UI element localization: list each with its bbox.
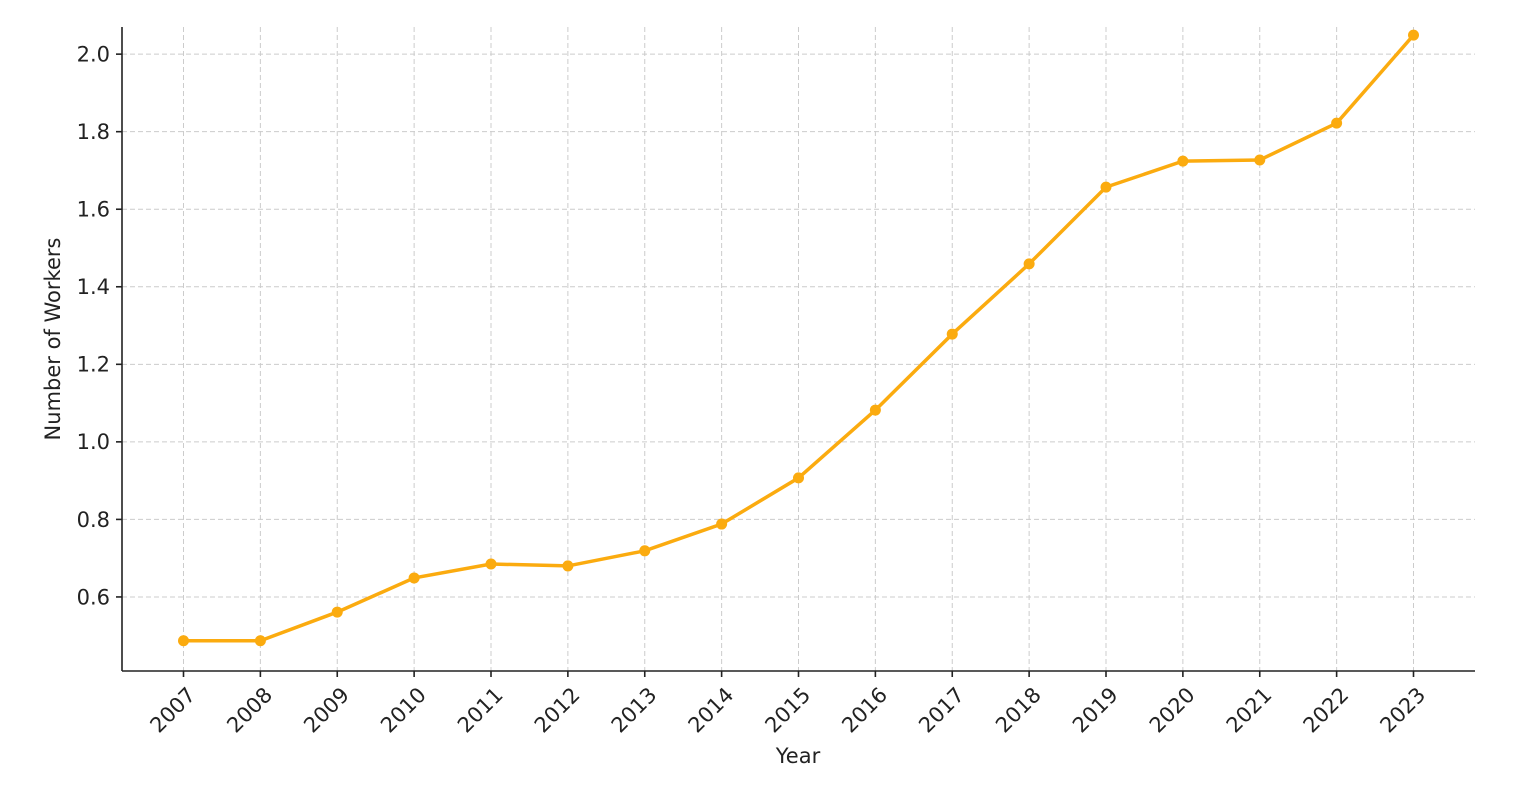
x-tick-label: 2009 (299, 683, 354, 738)
point (639, 545, 651, 557)
x-tick-label: 2020 (1145, 683, 1200, 738)
x-tick-label: 2013 (607, 683, 662, 738)
point (254, 635, 266, 647)
x-tick-label: 2022 (1299, 683, 1354, 738)
x-axis-label: Year (775, 744, 821, 768)
x-tick-label: 2010 (376, 683, 431, 738)
point (1408, 29, 1419, 41)
y-tick-label: 0.8 (77, 508, 110, 532)
point (1023, 258, 1035, 270)
x-tick-label: 2012 (530, 683, 585, 738)
y-tick-label: 2.0 (77, 42, 110, 66)
x-tick-label: 2021 (1222, 683, 1277, 738)
x-tick-label: 2016 (837, 683, 892, 738)
point (562, 560, 574, 572)
point (408, 572, 420, 584)
x-tick-label: 2011 (453, 683, 508, 738)
y-tick-label: 0.6 (77, 585, 110, 609)
y-tick-label: 1.6 (77, 198, 110, 222)
point (716, 518, 728, 530)
x-tick-label: 2019 (1068, 683, 1123, 738)
x-tick-label: 2015 (760, 683, 815, 738)
x-tick-label: 2014 (684, 683, 739, 738)
y-tick-label: 1.8 (77, 120, 110, 144)
x-tick-label: 2023 (1375, 683, 1430, 738)
y-axis-label: Number of Workers (41, 238, 65, 441)
point (946, 328, 958, 340)
x-tick-label: 2017 (914, 683, 969, 738)
point (1177, 155, 1189, 167)
point (1254, 154, 1266, 166)
point (869, 404, 881, 416)
point (1331, 117, 1343, 129)
point (485, 558, 497, 570)
y-tick-label: 1.2 (77, 353, 110, 377)
y-tick-label: 1.0 (77, 430, 110, 454)
y-tick-label: 1.4 (77, 275, 110, 299)
point (178, 635, 189, 647)
point (793, 472, 804, 484)
x-tick-label: 2018 (991, 683, 1046, 738)
x-tick-label: 2007 (145, 683, 200, 738)
point (1100, 181, 1112, 193)
x-tick-label: 2008 (222, 683, 277, 738)
point (331, 606, 343, 618)
